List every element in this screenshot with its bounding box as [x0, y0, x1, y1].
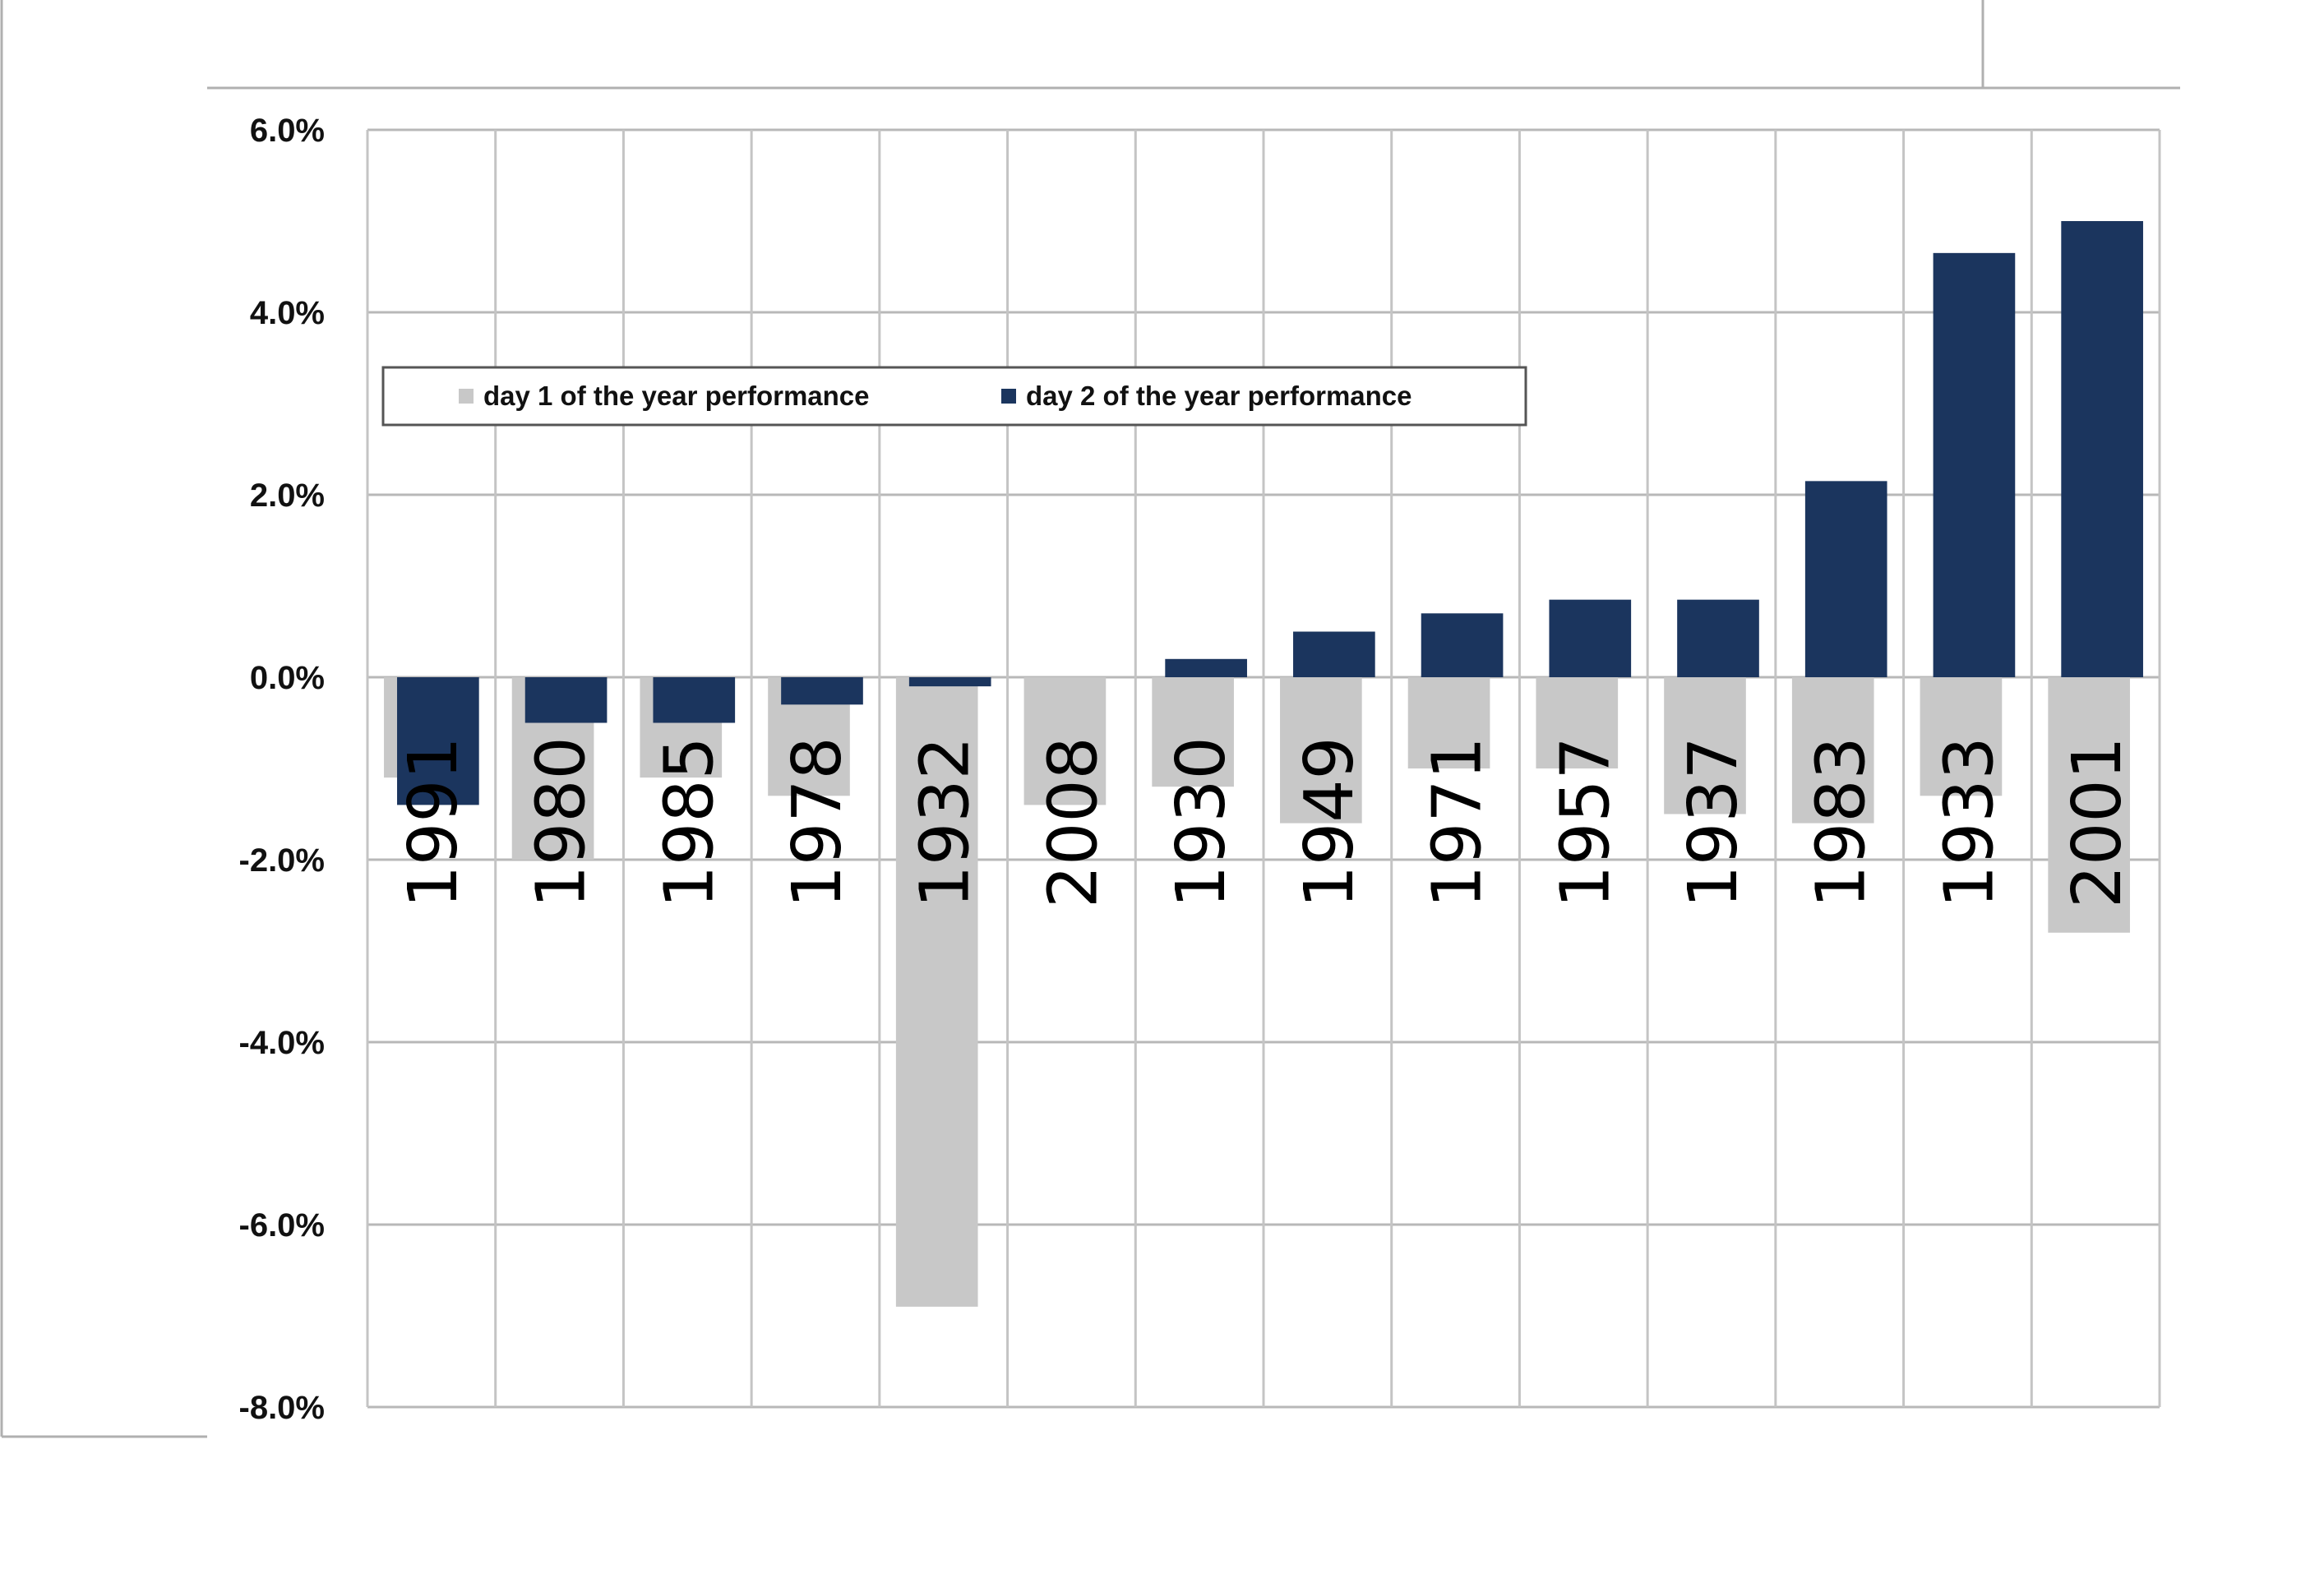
legend-label-day-2: day 2 of the year performance	[1026, 381, 1412, 411]
category-label: 2008	[1034, 736, 1112, 908]
bar-day-2	[653, 677, 736, 723]
y-tick-labels: 6.0% 4.0% 2.0% 0.0% -2.0% -4.0% -6.0% -8.0%	[239, 113, 326, 1426]
bar-day-1	[1536, 677, 1619, 768]
bar-day-2	[781, 677, 863, 705]
legend-label-day-1: day 1 of the year performance	[483, 381, 870, 411]
bar-day-1	[1152, 677, 1234, 787]
category-label: 1980	[523, 736, 601, 908]
bar-day-1	[1407, 677, 1490, 768]
legend-box	[381, 366, 1527, 427]
category-label: 1937	[1675, 736, 1753, 908]
category-label: 1949	[1291, 736, 1369, 908]
bar-day-2	[524, 677, 608, 723]
category-label: 1930	[1162, 736, 1241, 908]
legend-swatch-day-2	[1001, 389, 1016, 404]
category-label: 1932	[907, 736, 985, 908]
bar-day-1	[2048, 677, 2130, 933]
y-tick-label: 2.0%	[250, 478, 325, 514]
y-tick-label: -6.0%	[239, 1207, 326, 1243]
y-tick-label: 4.0%	[250, 295, 325, 331]
bar-day-1	[895, 677, 978, 1307]
category-label: 1983	[1803, 736, 1881, 908]
bar-day-1	[1920, 677, 2003, 796]
category-label: 1957	[1546, 736, 1624, 908]
bar-day-1	[1280, 677, 1362, 824]
bar-day-2	[1293, 631, 1375, 677]
bars-day-2	[397, 221, 2143, 805]
category-label: 1985	[650, 736, 728, 908]
bar-day-2	[1165, 658, 1247, 677]
bar-day-2	[2061, 221, 2143, 677]
legend-swatch-day-1	[459, 389, 474, 404]
category-label: 1991	[395, 736, 473, 908]
category-label: 2001	[2058, 736, 2137, 908]
bar-day-2	[1677, 599, 1759, 677]
bar-day-2	[908, 677, 991, 687]
y-tick-label: 0.0%	[250, 660, 325, 696]
category-labels: 1991 1980 1985 1978 1932 2008 1930 1949 1971 1957…	[395, 736, 2137, 908]
bar-day-1	[1664, 677, 1746, 814]
bar-day-2	[1933, 252, 2016, 678]
legend: day 1 of the year performance day 2 of t…	[381, 366, 1527, 427]
bar-day-1	[1791, 677, 1874, 824]
y-tick-label: 6.0%	[250, 113, 325, 149]
bar-day-2	[1421, 613, 1504, 677]
bar-day-2	[397, 677, 479, 805]
y-tick-label: -2.0%	[239, 842, 326, 879]
bar-day-1	[1023, 677, 1107, 805]
category-label: 1933	[1930, 736, 2008, 908]
category-label: 1978	[779, 736, 857, 908]
category-label: 1971	[1419, 736, 1497, 908]
y-tick-label: -4.0%	[239, 1025, 326, 1061]
y-tick-label: -8.0%	[239, 1390, 326, 1426]
bar-day-2	[1804, 481, 1887, 677]
bar-day-2	[1549, 599, 1632, 677]
